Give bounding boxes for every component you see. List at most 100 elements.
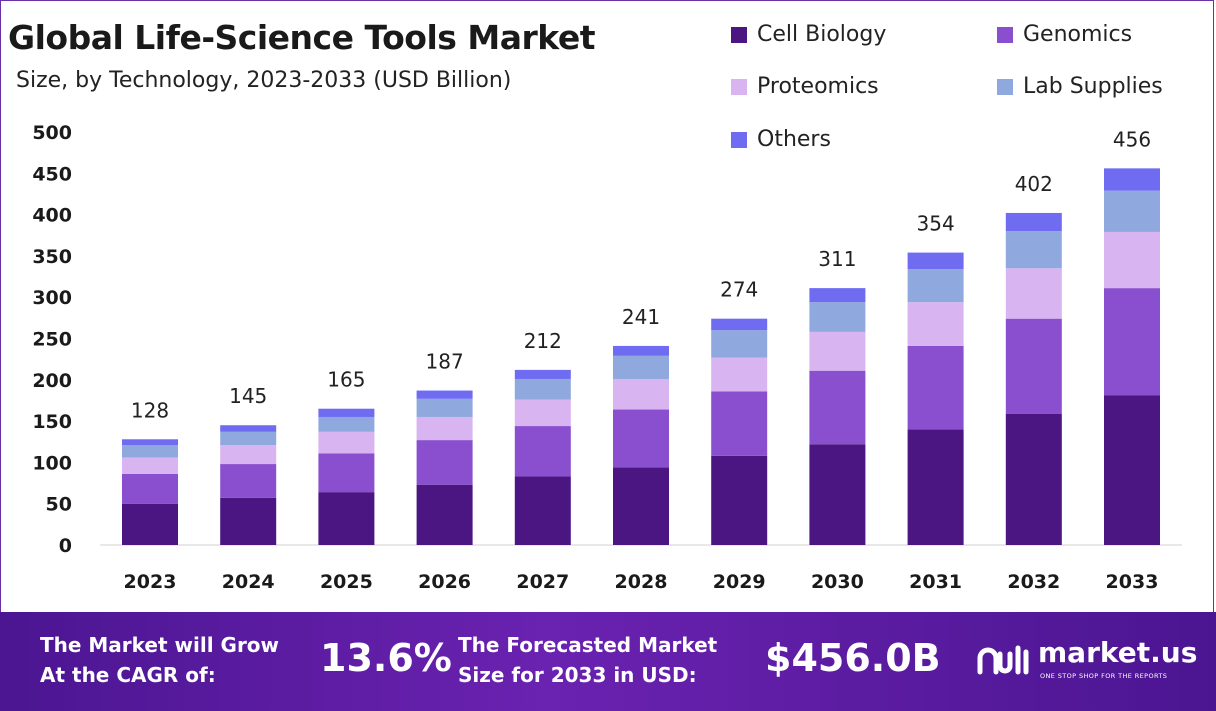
footer-banner: The Market will Grow At the CAGR of: 13.…	[0, 612, 1216, 711]
bar-segment-others	[1104, 168, 1160, 191]
bar-segment-genomics	[711, 391, 768, 456]
chart-subtitle: Size, by Technology, 2023-2033 (USD Bill…	[16, 68, 512, 93]
legend-label: Proteomics	[757, 74, 879, 99]
bar-segment-lab-supplies	[122, 445, 178, 458]
bar-segment-cell-biology	[318, 492, 375, 545]
bar-total-label: 456	[1113, 127, 1151, 151]
bar-segment-proteomics	[1005, 268, 1062, 319]
legend-swatch-lab-supplies	[997, 78, 1013, 95]
bar-segment-cell-biology	[613, 467, 669, 545]
bar-segment-proteomics	[907, 302, 964, 346]
bar-segment-genomics	[220, 464, 277, 498]
x-tick-label: 2032	[1007, 571, 1060, 593]
legend-item-lab-supplies: Lab Supplies	[997, 74, 1163, 99]
bar-segment-lab-supplies	[907, 269, 964, 303]
x-tick-label: 2028	[615, 571, 668, 593]
bar-total-label: 187	[426, 350, 464, 374]
bar-total-label: 402	[1015, 172, 1053, 196]
bar-segment-cell-biology	[907, 429, 964, 545]
legend-item-genomics: Genomics	[997, 22, 1132, 47]
bar-segment-cell-biology	[514, 476, 571, 545]
bar-segment-genomics	[416, 440, 473, 485]
bar-segment-proteomics	[809, 331, 866, 371]
x-tick-label: 2025	[320, 571, 373, 593]
bar-total-label: 165	[327, 368, 365, 392]
bar-segment-lab-supplies	[809, 302, 866, 332]
bar-segment-lab-supplies	[1104, 190, 1160, 232]
bar-segment-others	[220, 425, 277, 432]
legend-swatch-others	[731, 131, 747, 148]
legend-label: Genomics	[1023, 22, 1133, 47]
bar-segment-others	[514, 369, 571, 379]
bar-segment-genomics	[613, 409, 669, 468]
bar-segment-genomics	[514, 426, 571, 477]
bar-total-label: 311	[818, 247, 856, 271]
legend-label: Lab Supplies	[1023, 74, 1163, 99]
bar-segment-cell-biology	[220, 497, 277, 545]
y-tick-label: 400	[32, 205, 72, 227]
legend-swatch-genomics	[997, 26, 1013, 43]
forecast-label-line1: The Forecasted Market	[458, 633, 718, 657]
y-tick-label: 350	[32, 246, 72, 268]
bar-segment-others	[711, 318, 768, 331]
y-tick-label: 450	[32, 163, 72, 185]
x-tick-label: 2026	[418, 571, 471, 593]
bar-segment-genomics	[1005, 318, 1062, 414]
bar-segment-proteomics	[613, 378, 669, 410]
bar-segment-others	[318, 408, 375, 417]
bar-segment-genomics	[907, 345, 964, 430]
bar-segment-cell-biology	[711, 455, 768, 545]
forecast-label-line2: Size for 2033 in USD:	[458, 663, 697, 687]
stacked-bar-chart: 0 50 100 150 200 250 300 350 400 450 500 128 2023 145…	[32, 122, 1182, 593]
legend-item-others: Others	[731, 127, 831, 152]
y-tick-label: 0	[59, 535, 72, 557]
bar-segment-proteomics	[220, 445, 277, 465]
y-tick-label: 100	[32, 452, 72, 474]
bar-total-label: 128	[131, 398, 169, 422]
bar-total-label: 212	[524, 329, 562, 353]
bar-segment-lab-supplies	[711, 330, 768, 358]
y-tick-label: 50	[46, 494, 72, 516]
y-tick-label: 200	[32, 370, 72, 392]
bar-segment-others	[122, 439, 178, 446]
bar-segment-proteomics	[1104, 231, 1160, 289]
bar-segment-proteomics	[416, 416, 473, 441]
bar-total-label: 354	[917, 212, 955, 236]
bar-segment-proteomics	[122, 457, 178, 474]
bar-segment-proteomics	[711, 357, 768, 392]
x-tick-label: 2029	[713, 571, 766, 593]
x-tick-label: 2033	[1106, 571, 1159, 593]
bar-total-label: 241	[622, 305, 660, 329]
x-tick-label: 2030	[811, 571, 864, 593]
bar-segment-lab-supplies	[613, 355, 669, 379]
bar-segment-lab-supplies	[416, 398, 473, 417]
bar-segment-proteomics	[514, 399, 571, 427]
y-tick-label: 300	[32, 287, 72, 309]
forecast-value: $456.0B	[765, 636, 941, 680]
cagr-label-line2: At the CAGR of:	[40, 663, 216, 687]
bar-segment-cell-biology	[1104, 395, 1160, 545]
x-tick-label: 2024	[222, 571, 275, 593]
bar-segment-cell-biology	[1005, 413, 1062, 545]
legend-swatch-cell-biology	[731, 26, 747, 43]
bar-segment-lab-supplies	[220, 431, 277, 446]
bar-segment-others	[416, 390, 473, 399]
x-tick-label: 2023	[124, 571, 177, 593]
legend-label: Others	[757, 127, 831, 152]
legend-swatch-proteomics	[731, 78, 747, 95]
cagr-value: 13.6%	[320, 636, 452, 680]
bar-segment-cell-biology	[122, 503, 178, 545]
bar-segment-others	[613, 345, 669, 356]
y-tick-label: 500	[32, 122, 72, 144]
market-us-logo-icon	[977, 645, 1029, 675]
chart-title: Global Life-Science Tools Market	[8, 18, 596, 57]
legend-label: Cell Biology	[757, 22, 887, 47]
y-tick-label: 150	[32, 411, 72, 433]
bar-segment-lab-supplies	[318, 416, 375, 432]
bar-segment-genomics	[122, 473, 178, 504]
bar-segment-cell-biology	[416, 484, 473, 545]
brand-name: market.us	[1038, 636, 1198, 669]
bar-segment-others	[1005, 212, 1062, 232]
bar-segment-lab-supplies	[1005, 231, 1062, 269]
y-tick-label: 250	[32, 329, 72, 351]
